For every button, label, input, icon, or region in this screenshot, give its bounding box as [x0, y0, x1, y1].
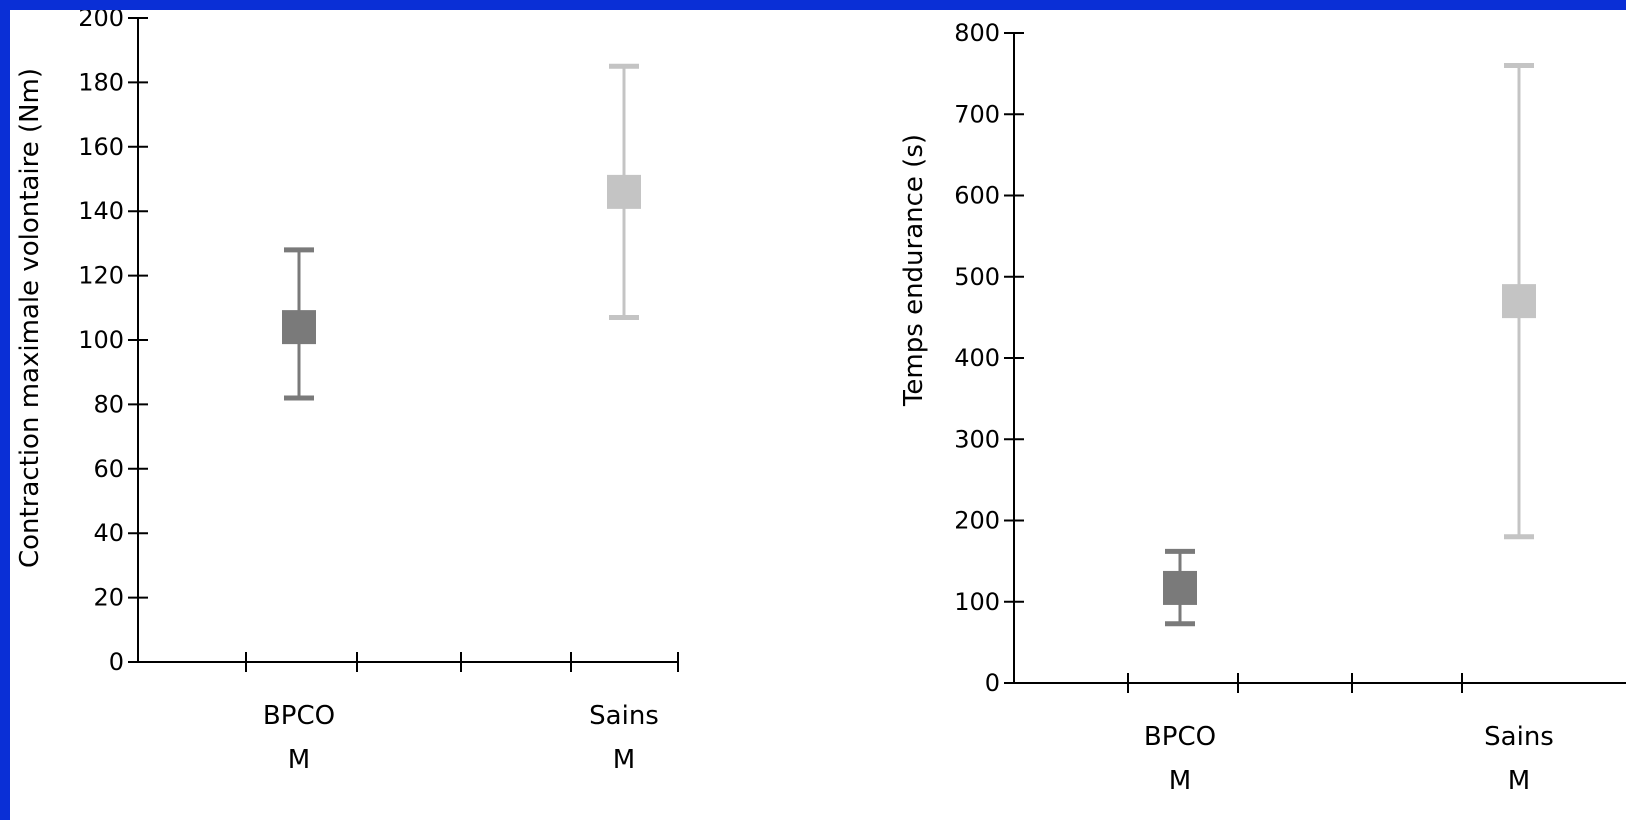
- category-sublabel: M: [288, 745, 310, 775]
- y-axis-title: Contraction maximale volontaire (Nm): [15, 68, 45, 568]
- y-tick-label: 100: [78, 326, 124, 354]
- y-tick-label: 180: [78, 68, 124, 96]
- category-sublabel: M: [613, 745, 635, 775]
- y-tick-label: 40: [93, 519, 124, 547]
- y-tick-label: 60: [93, 455, 124, 483]
- mean-marker: [1502, 284, 1536, 319]
- y-tick-label: 200: [954, 507, 1000, 535]
- chart-1: 0 20 40 60 80 100 120 140 160 180 200 Contraction m…: [15, 10, 679, 775]
- y-tick-label: 400: [954, 344, 1000, 372]
- y-tick-label: 600: [954, 182, 1000, 210]
- category-label: Sains: [1484, 722, 1554, 752]
- category-sublabel: M: [1169, 766, 1191, 796]
- category-label: BPCO: [1144, 722, 1216, 752]
- y-axis-title: Temps endurance (s): [899, 134, 929, 407]
- y-tick-label: 80: [93, 390, 124, 418]
- category-label: Sains: [589, 701, 659, 731]
- y-tick-label: 0: [985, 669, 1000, 697]
- slide: 0 20 40 60 80 100 120 140 160 180 200 Contraction m…: [10, 10, 1626, 820]
- y-tick-label: 100: [954, 588, 1000, 616]
- y-tick-label: 120: [78, 262, 124, 290]
- category-label: BPCO: [263, 701, 335, 731]
- y-tick-label: 300: [954, 425, 1000, 453]
- charts-canvas: 0 20 40 60 80 100 120 140 160 180 200 Contraction m…: [15, 10, 1626, 796]
- y-tick-label: 700: [954, 100, 1000, 128]
- y-tick-label: 160: [78, 133, 124, 161]
- chart-2: 0 100 200 300 400 500 600 700 800 Temps endurance…: [899, 19, 1626, 796]
- mean-marker: [607, 174, 641, 209]
- category-sublabel: M: [1508, 766, 1530, 796]
- y-tick-label: 200: [78, 10, 124, 32]
- mean-marker: [282, 310, 316, 345]
- y-tick-label: 140: [78, 197, 124, 225]
- y-tick-label: 800: [954, 19, 1000, 47]
- y-tick-label: 20: [93, 584, 124, 612]
- y-tick-label: 500: [954, 263, 1000, 291]
- y-tick-label: 0: [109, 648, 124, 676]
- mean-marker: [1163, 570, 1197, 605]
